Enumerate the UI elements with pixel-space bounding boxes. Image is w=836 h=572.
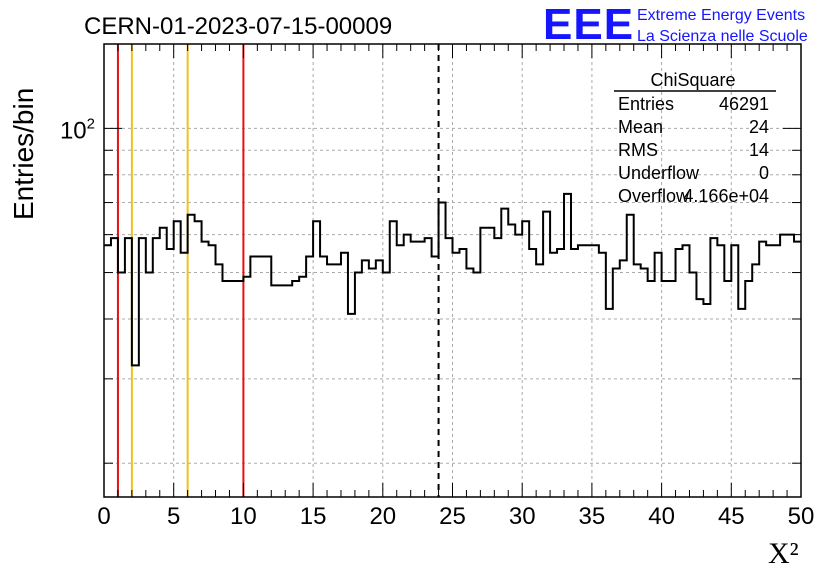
x-tick-label: 0 [97,503,110,530]
eee-logo-text: EEE [543,0,634,49]
stats-label: Underflow [618,163,700,183]
x-tick-label: 5 [167,503,180,530]
x-tick-labels: 0 5 10 15 20 25 30 35 40 45 50 [97,503,814,530]
x-tick-label: 30 [509,503,536,530]
grid [104,44,801,497]
x-tick-label: 10 [230,503,257,530]
y-axis-label: Entries/bin [8,88,39,220]
x-axis-label: X² [768,537,799,570]
stats-value: 46291 [719,94,769,114]
stats-label: Entries [618,94,674,114]
stats-label: Mean [618,117,663,137]
eee-logo: EEE [543,0,634,49]
y-tick-label: 102 [60,115,95,144]
stats-box: ChiSquare Entries 46291 Mean 24 RMS 14 Underfl… [614,70,776,206]
histogram-series [104,192,801,367]
x-tick-label: 15 [300,503,327,530]
brand-line1: Extreme Energy Events [637,7,805,24]
x-tick-label: 25 [439,503,466,530]
stats-title: ChiSquare [650,70,735,90]
x-tick-label: 45 [718,503,745,530]
stats-value: 24 [749,117,769,137]
stats-label: Overflow [618,186,690,206]
x-tick-label: 40 [648,503,675,530]
stats-label: RMS [618,140,658,160]
stats-rows: Entries 46291 Mean 24 RMS 14 Underflow 0 Overflo… [618,94,769,206]
chart-title: CERN-01-2023-07-15-00009 [84,13,392,40]
stats-value: 0 [759,163,769,183]
axes [103,43,802,498]
x-tick-label: 35 [579,503,606,530]
brand-line2: La Scienza nelle Scuole [637,28,808,45]
x-tick-label: 20 [369,503,396,530]
stats-value: 14 [749,140,769,160]
x-tick-label: 50 [788,503,815,530]
stats-value: 4.166e+04 [683,186,769,206]
